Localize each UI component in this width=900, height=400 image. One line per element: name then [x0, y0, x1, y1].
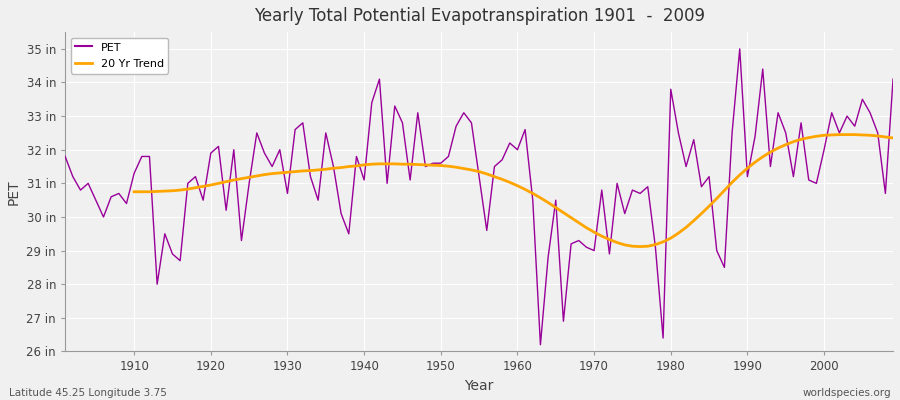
X-axis label: Year: Year — [464, 379, 494, 393]
Line: 20 Yr Trend: 20 Yr Trend — [134, 135, 893, 246]
20 Yr Trend — [519, 187, 530, 192]
20 Yr Trend — [842, 132, 852, 137]
20 Yr Trend — [581, 225, 592, 230]
20 Yr Trend — [634, 244, 645, 249]
Text: worldspecies.org: worldspecies.org — [803, 388, 891, 398]
PET — [734, 46, 745, 51]
Y-axis label: PET: PET — [7, 179, 21, 204]
20 Yr Trend — [887, 136, 898, 140]
Legend: PET, 20 Yr Trend: PET, 20 Yr Trend — [71, 38, 168, 74]
PET — [336, 211, 346, 216]
Title: Yearly Total Potential Evapotranspiration 1901  -  2009: Yearly Total Potential Evapotranspiratio… — [254, 7, 705, 25]
PET — [535, 342, 545, 347]
20 Yr Trend — [834, 132, 845, 137]
20 Yr Trend — [129, 189, 140, 194]
PET — [612, 181, 623, 186]
20 Yr Trend — [305, 168, 316, 173]
PET — [122, 201, 132, 206]
PET — [290, 127, 301, 132]
Text: Latitude 45.25 Longitude 3.75: Latitude 45.25 Longitude 3.75 — [9, 388, 166, 398]
PET — [887, 77, 898, 82]
PET — [512, 147, 523, 152]
PET — [59, 154, 70, 159]
Line: PET: PET — [65, 49, 893, 345]
PET — [504, 141, 515, 146]
20 Yr Trend — [274, 170, 285, 175]
20 Yr Trend — [865, 133, 876, 138]
